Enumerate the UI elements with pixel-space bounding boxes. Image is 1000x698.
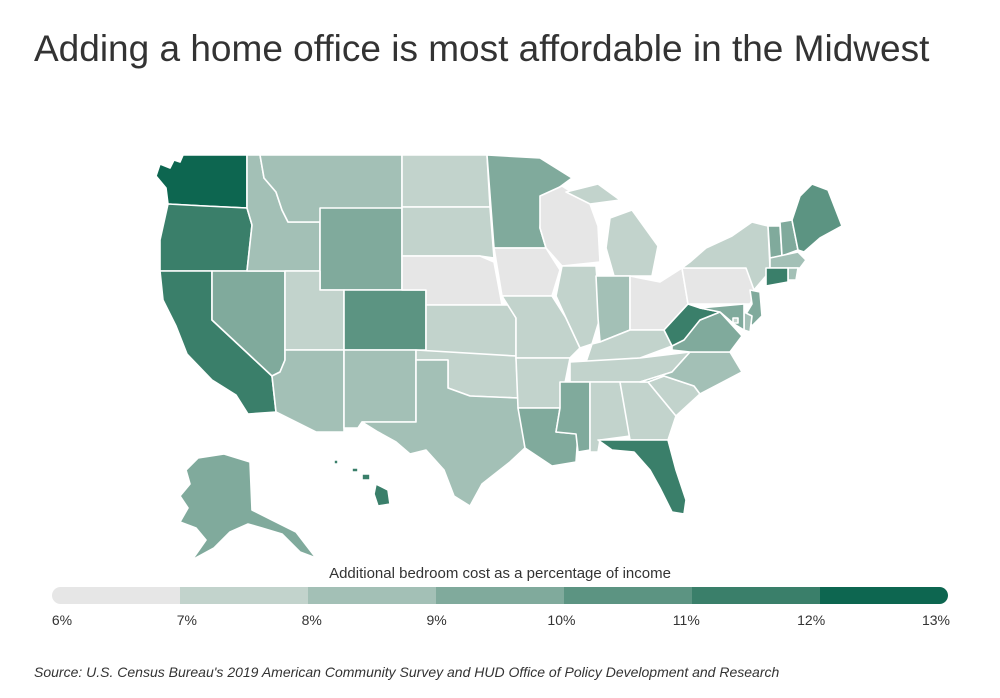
state-co xyxy=(343,289,427,351)
legend-segment xyxy=(820,587,948,604)
state-ak xyxy=(179,453,317,561)
legend-segment xyxy=(52,587,180,604)
state-pa xyxy=(681,267,757,305)
state-mi xyxy=(565,183,659,277)
state-nm xyxy=(343,349,417,429)
legend-tick: 9% xyxy=(426,612,447,628)
legend-segment xyxy=(308,587,436,604)
color-legend-bar xyxy=(52,587,948,604)
state-tx xyxy=(361,359,526,507)
state-md xyxy=(699,303,745,331)
legend-segment xyxy=(180,587,308,604)
state-fl xyxy=(597,439,687,515)
state-ma xyxy=(769,251,807,269)
state-ks xyxy=(425,304,517,357)
legend-segment xyxy=(436,587,564,604)
legend-title: Additional bedroom cost as a percentage … xyxy=(329,565,671,582)
legend-tick: 12% xyxy=(797,612,826,628)
legend-tick: 11% xyxy=(672,612,700,628)
state-me xyxy=(791,183,843,253)
state-il xyxy=(555,265,601,349)
state-de xyxy=(743,311,753,333)
state-ct xyxy=(765,267,789,287)
state-dc xyxy=(732,317,739,324)
legend-tick: 13% xyxy=(921,612,951,628)
legend-tick: 10% xyxy=(547,612,576,628)
map-title: Adding a home office is most affordable … xyxy=(34,28,930,69)
legend-tick: 7% xyxy=(176,612,197,628)
state-nc xyxy=(639,351,743,395)
state-or xyxy=(159,203,253,272)
state-ia xyxy=(493,247,561,297)
state-hi xyxy=(333,459,391,507)
legend-segment xyxy=(692,587,820,604)
state-nd xyxy=(401,154,491,208)
legend-segment xyxy=(564,587,692,604)
source-note: Source: U.S. Census Bureau's 2019 Americ… xyxy=(34,664,780,680)
state-wy xyxy=(319,207,403,291)
state-sd xyxy=(401,206,495,259)
legend-tick: 8% xyxy=(301,612,322,628)
state-mo xyxy=(501,295,581,359)
legend-tick-labels: 6% 7% 8% 9% 10% 11% 12% 13% xyxy=(0,612,1000,632)
state-wa xyxy=(155,154,248,209)
legend-tick: 6% xyxy=(51,612,73,628)
state-ri xyxy=(787,267,799,281)
